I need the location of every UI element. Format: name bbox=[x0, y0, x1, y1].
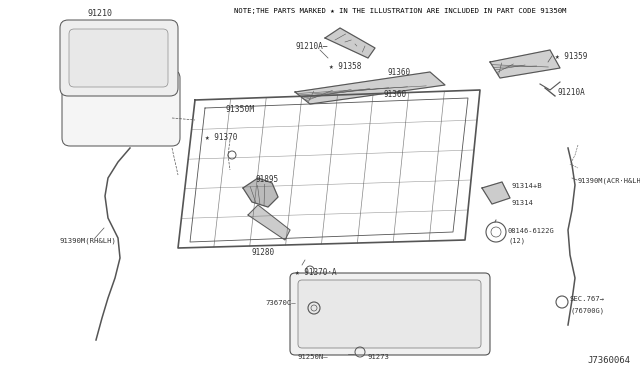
Text: ★ 91358: ★ 91358 bbox=[329, 62, 362, 71]
Text: (76700G): (76700G) bbox=[570, 308, 604, 314]
Text: NOTE;THE PARTS MARKED ★ IN THE ILLUSTRATION ARE INCLUDED IN PART CODE 91350M: NOTE;THE PARTS MARKED ★ IN THE ILLUSTRAT… bbox=[234, 8, 566, 14]
Text: 91390M(ACR·H&LH): 91390M(ACR·H&LH) bbox=[578, 178, 640, 185]
Text: ★ 91370: ★ 91370 bbox=[205, 133, 237, 142]
Text: J7360064: J7360064 bbox=[587, 356, 630, 365]
Polygon shape bbox=[295, 72, 445, 104]
Polygon shape bbox=[325, 28, 375, 58]
Text: (12): (12) bbox=[508, 238, 525, 244]
Text: 91895: 91895 bbox=[255, 175, 278, 184]
Text: 91360: 91360 bbox=[388, 68, 411, 77]
Text: 91390M(RH&LH): 91390M(RH&LH) bbox=[60, 238, 117, 244]
Text: 91314: 91314 bbox=[512, 200, 534, 206]
FancyBboxPatch shape bbox=[298, 280, 481, 348]
Text: 91210: 91210 bbox=[88, 9, 113, 18]
FancyBboxPatch shape bbox=[60, 20, 178, 96]
Polygon shape bbox=[243, 178, 278, 207]
Polygon shape bbox=[248, 205, 290, 240]
Text: 91360: 91360 bbox=[383, 90, 406, 99]
Polygon shape bbox=[482, 182, 510, 204]
Text: SEC.767→: SEC.767→ bbox=[570, 296, 605, 302]
Text: 91210A–: 91210A– bbox=[295, 42, 328, 51]
Text: 91250N–: 91250N– bbox=[298, 354, 328, 360]
Text: 91280: 91280 bbox=[252, 248, 275, 257]
Text: ★ 91370·A: ★ 91370·A bbox=[295, 268, 337, 277]
Text: 91350M: 91350M bbox=[225, 105, 254, 114]
Text: 91210A: 91210A bbox=[558, 88, 586, 97]
FancyBboxPatch shape bbox=[69, 29, 168, 87]
Polygon shape bbox=[490, 50, 560, 78]
Text: ★ 91359: ★ 91359 bbox=[555, 52, 588, 61]
FancyBboxPatch shape bbox=[62, 70, 180, 146]
Text: 73670C–: 73670C– bbox=[266, 300, 296, 306]
Text: 91273: 91273 bbox=[368, 354, 390, 360]
FancyBboxPatch shape bbox=[290, 273, 490, 355]
Text: 08146-6122G: 08146-6122G bbox=[508, 228, 555, 234]
Text: 91314+B: 91314+B bbox=[512, 183, 543, 189]
